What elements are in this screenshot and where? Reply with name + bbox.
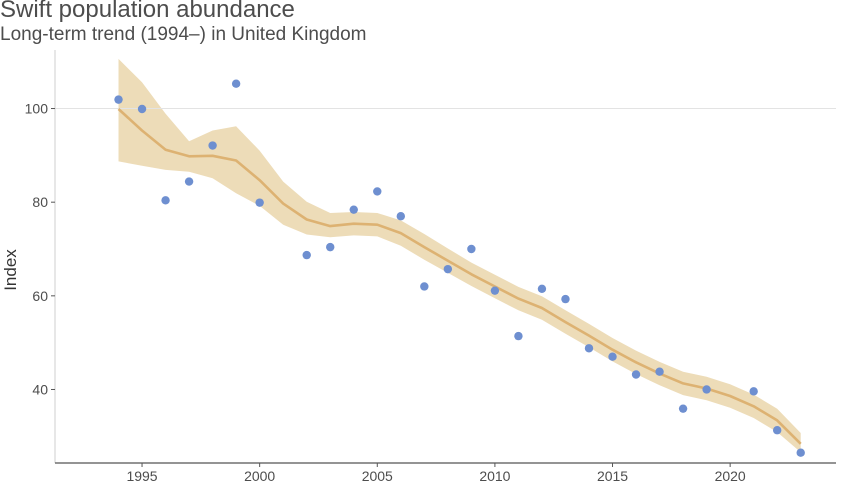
data-point [349, 205, 358, 214]
data-point [678, 404, 688, 413]
data-point [631, 370, 641, 379]
data-point [772, 426, 782, 435]
x-tick-label: 2020 [715, 468, 746, 484]
y-tick-label: 60 [32, 288, 48, 304]
data-point [490, 286, 500, 295]
y-axis-title: Index [1, 249, 20, 291]
data-point [561, 294, 570, 304]
data-point [537, 284, 547, 294]
data-point [467, 244, 476, 254]
data-point [302, 250, 311, 260]
data-point [208, 141, 217, 150]
y-tick-label: 40 [32, 381, 48, 397]
data-point [443, 264, 453, 274]
data-point [796, 448, 805, 457]
chart-subtitle: Long-term trend (1994–) in United Kingdo… [0, 24, 367, 45]
data-point [255, 198, 264, 207]
confidence-band-layer [118, 58, 801, 453]
chart-title: Swift population abundance [0, 0, 295, 23]
data-point [420, 282, 429, 291]
x-tick-label: 2000 [244, 468, 275, 484]
axes-layer: 40 60 80 100 1995 2000 2005 2010 2015 2020 [25, 50, 836, 484]
data-point [137, 104, 147, 114]
y-tick-label: 80 [32, 194, 48, 210]
data-point [655, 367, 664, 376]
confidence-band [118, 58, 801, 453]
x-tick-label: 2010 [479, 468, 510, 484]
data-point [584, 344, 594, 353]
data-point [373, 187, 382, 196]
points-layer [114, 79, 805, 457]
x-tick-label: 1995 [126, 468, 157, 484]
y-tick-label: 100 [25, 101, 49, 117]
data-point [231, 79, 241, 88]
data-point [749, 387, 758, 396]
data-point [326, 242, 335, 252]
data-point [114, 95, 123, 104]
trend-line [117, 108, 802, 445]
data-point [702, 385, 711, 394]
trend-line-layer [117, 108, 802, 445]
x-tick-label: 2015 [597, 468, 628, 484]
data-point [161, 196, 170, 205]
data-point [396, 212, 406, 221]
x-tick-label: 2005 [362, 468, 393, 484]
data-point [514, 331, 523, 341]
data-point [184, 177, 194, 186]
data-point [608, 352, 617, 361]
